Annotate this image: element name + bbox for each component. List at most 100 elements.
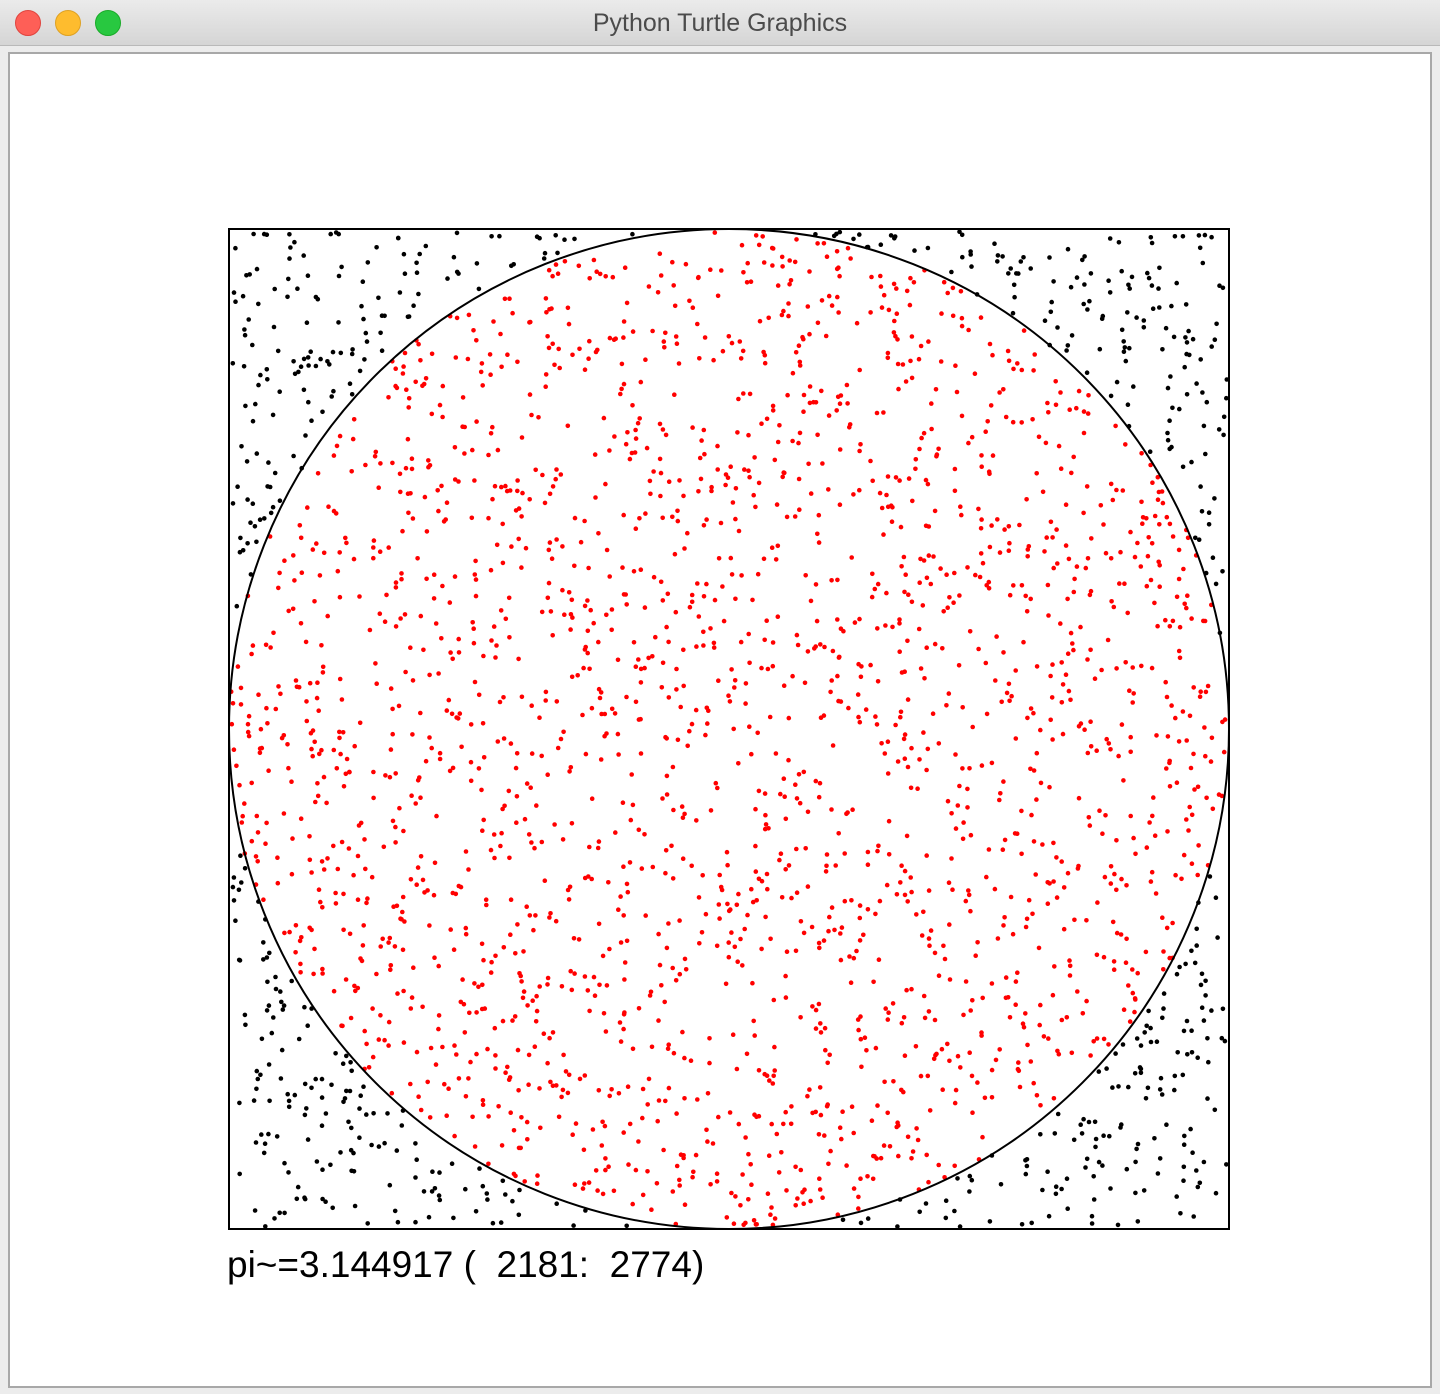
inside-point — [763, 914, 768, 920]
inside-point — [663, 330, 668, 336]
outside-point — [237, 1100, 242, 1106]
close-button[interactable] — [15, 10, 41, 36]
inside-point — [784, 949, 790, 954]
window-title: Python Turtle Graphics — [592, 9, 848, 37]
outside-point — [1213, 895, 1219, 900]
inside-point — [830, 648, 836, 654]
inside-point — [566, 590, 572, 595]
inside-point — [585, 628, 591, 634]
inside-point — [573, 1121, 579, 1126]
inside-point — [320, 664, 326, 670]
inside-point — [997, 797, 1002, 803]
inside-point — [993, 678, 998, 683]
inside-point — [950, 887, 955, 892]
inside-point — [1131, 835, 1136, 841]
inside-point — [309, 870, 314, 875]
inside-point — [315, 781, 320, 786]
outside-point — [1113, 1051, 1118, 1056]
inside-point — [906, 592, 911, 597]
zoom-button[interactable] — [95, 10, 121, 36]
inside-point — [633, 427, 638, 433]
outside-point — [1115, 1222, 1121, 1228]
inside-point — [870, 478, 875, 484]
outside-point — [503, 1192, 508, 1197]
outside-point — [1202, 232, 1208, 238]
outside-point — [1000, 254, 1005, 259]
outside-point — [1196, 233, 1202, 238]
inside-point — [1002, 915, 1007, 920]
inside-point — [1085, 411, 1091, 416]
inside-point — [681, 683, 686, 689]
inside-point — [547, 540, 553, 545]
inside-point — [572, 563, 577, 569]
outside-point — [1141, 325, 1147, 330]
inside-point — [545, 982, 550, 987]
inside-point — [1139, 451, 1144, 456]
inside-point — [373, 661, 378, 666]
inside-point — [782, 794, 787, 799]
outside-point — [1045, 1169, 1050, 1174]
inside-point — [858, 674, 864, 680]
inside-point — [753, 504, 758, 510]
outside-point — [1198, 982, 1204, 988]
inside-point — [602, 733, 607, 739]
inside-point — [906, 476, 912, 481]
inside-point — [727, 699, 733, 704]
inside-point — [476, 984, 481, 990]
inside-point — [816, 1001, 822, 1007]
title-bar[interactable]: Python Turtle Graphics — [0, 0, 1440, 46]
inside-point — [707, 1060, 712, 1066]
outside-point — [987, 1219, 993, 1224]
inside-point — [422, 494, 428, 500]
outside-point — [245, 541, 250, 546]
inside-point — [835, 673, 840, 679]
inside-point — [425, 888, 430, 893]
outside-point — [1224, 395, 1229, 401]
outside-point — [1052, 1131, 1058, 1136]
outside-point — [272, 470, 278, 476]
outside-point — [256, 382, 261, 388]
inside-point — [472, 478, 477, 483]
inside-point — [878, 284, 884, 289]
outside-point — [248, 520, 253, 525]
outside-point — [1119, 1122, 1124, 1127]
inside-point — [466, 867, 471, 872]
inside-point — [271, 630, 276, 636]
outside-point — [259, 1132, 264, 1137]
inside-point — [682, 956, 688, 962]
inside-point — [695, 321, 700, 327]
outside-point — [361, 316, 366, 322]
inside-point — [1074, 405, 1079, 411]
outside-point — [1149, 283, 1155, 288]
outside-point — [261, 940, 266, 945]
inside-point — [869, 274, 874, 280]
inside-point — [680, 1029, 685, 1035]
inside-point — [486, 452, 491, 458]
inside-point — [423, 758, 429, 764]
inside-point — [818, 1030, 824, 1035]
outside-point — [1122, 345, 1128, 350]
outside-point — [251, 231, 256, 237]
inside-point — [744, 280, 750, 285]
inside-point — [657, 251, 663, 256]
inside-point — [489, 638, 494, 643]
inside-point — [869, 594, 875, 600]
inside-point — [451, 947, 457, 952]
inside-point — [901, 554, 907, 560]
inside-point — [400, 909, 405, 915]
outside-point — [1074, 275, 1080, 280]
outside-point — [1189, 1028, 1194, 1033]
outside-point — [254, 1068, 260, 1074]
inside-point — [516, 1088, 521, 1093]
inside-point — [898, 709, 904, 715]
outside-point — [313, 1076, 319, 1082]
inside-point — [877, 490, 883, 496]
inside-point — [978, 315, 984, 320]
inside-point — [607, 574, 612, 579]
minimize-button[interactable] — [55, 10, 81, 36]
inside-point — [547, 1035, 552, 1041]
inside-point — [492, 483, 498, 489]
inside-point — [798, 1167, 804, 1173]
inside-point — [401, 364, 406, 369]
inside-point — [621, 335, 626, 340]
